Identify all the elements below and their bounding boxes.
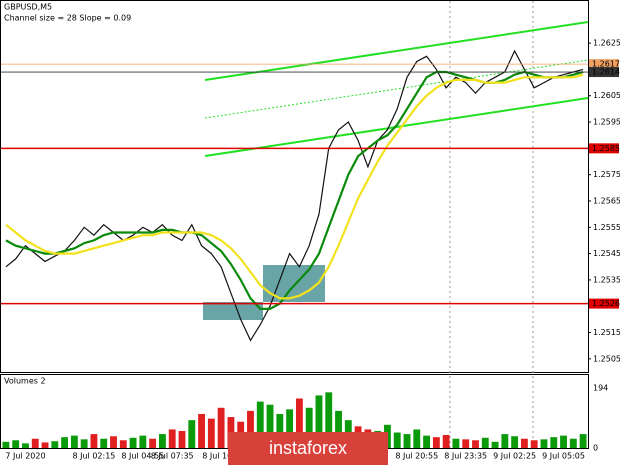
x-tick-label: 9 Jul 02:25 [493, 452, 536, 461]
volume-bar [41, 442, 49, 448]
volume-bar [31, 438, 39, 448]
volume-bar [452, 438, 460, 448]
volume-bar [491, 441, 499, 448]
y-tick-label: 1.2605 [593, 91, 620, 100]
volume-tick-label: 0 [593, 444, 598, 453]
volume-bar [247, 410, 254, 448]
volume-bar [295, 398, 303, 448]
y-tick-label: 1.2575 [593, 170, 620, 179]
volume-bar [530, 440, 538, 448]
y-tick-label: 1.2555 [593, 223, 620, 232]
x-tick-label: 9 Jul 05:05 [542, 452, 585, 461]
volume-bar [335, 410, 342, 448]
series-line [5, 73, 584, 300]
channel-upper [204, 21, 589, 81]
volume-bar [168, 429, 176, 448]
y-tick-label: 1.2535 [593, 275, 620, 284]
volume-bar [511, 436, 519, 448]
level-tag [589, 298, 619, 309]
volume-bar [198, 413, 205, 448]
volume-bar [540, 439, 548, 448]
volume-bar [159, 434, 166, 448]
volume-bar [70, 435, 78, 448]
volume-bar [579, 434, 587, 448]
x-tick-label: 8 Jul 10:1 [202, 452, 240, 461]
volume-bar [80, 439, 88, 448]
volume-bar [256, 401, 264, 448]
y-tick-label: 1.2595 [593, 118, 620, 127]
x-tick-label: 8 Jul 07:35 [151, 452, 194, 461]
watermark-box [228, 432, 388, 465]
volume-bar [462, 439, 470, 448]
x-tick-label: 7 Jul 2020 [5, 452, 45, 461]
volume-bar [393, 432, 401, 448]
price-panel [0, 0, 589, 373]
volume-bar [110, 436, 117, 448]
x-tick-label: 8 Jul 02:15 [72, 452, 115, 461]
y-tick-label: 1.2565 [593, 196, 620, 205]
volume-bar [276, 413, 284, 448]
volume-bar [90, 434, 98, 448]
volume-bar [423, 435, 430, 448]
volume-bar [51, 441, 59, 448]
x-tick-label: 8 Jul 04:55 [121, 452, 164, 461]
volume-bar [119, 440, 127, 448]
volume-bar [178, 430, 186, 448]
volume-bar [501, 434, 509, 448]
y-tick-label: 1.2625 [593, 39, 620, 48]
volume-bar [520, 438, 528, 448]
volume-bar [100, 438, 108, 448]
x-tick-label: 8 Jul 23:35 [444, 452, 487, 461]
zone-box [203, 302, 263, 320]
volume-bar [22, 443, 29, 448]
volume-bar [139, 435, 147, 448]
level-label: 1.2614 [592, 68, 620, 77]
volume-bar [442, 435, 450, 448]
x-tick-label: 8 Jul 20:55 [395, 452, 438, 461]
volume-bar [217, 407, 225, 448]
volume-bar [472, 440, 479, 448]
y-tick-label: 1.2545 [593, 249, 620, 258]
volume-bar [12, 440, 20, 448]
channel-middle [204, 59, 589, 119]
volume-bar [432, 437, 440, 448]
volume-bar [129, 437, 137, 448]
volume-bar [550, 437, 558, 448]
volume-title: Volumes 2 [4, 377, 46, 386]
volume-bar [403, 434, 411, 448]
volume-bar [315, 395, 323, 448]
volume-tick-label: 194 [593, 384, 608, 393]
volume-bar [481, 437, 489, 448]
volume-bar [286, 409, 294, 448]
volume-bar [325, 392, 333, 448]
level-label: 1.2617 [592, 60, 620, 69]
level-label: 1.2585 [592, 144, 620, 153]
volume-bar [188, 420, 196, 448]
volume-bar [569, 438, 577, 448]
volume-bar [2, 441, 10, 448]
level-tag [589, 59, 619, 70]
level-tag [589, 143, 619, 154]
volume-bar [149, 438, 157, 448]
volume-bar [305, 407, 313, 448]
volume-bar [560, 435, 567, 448]
volume-bar [61, 437, 69, 448]
y-tick-label: 1.2505 [593, 354, 620, 363]
level-label: 1.2526 [592, 299, 620, 308]
volume-bar [413, 429, 421, 448]
watermark: instaforex [269, 438, 347, 458]
volume-bar [266, 404, 274, 448]
y-tick-label: 1.2515 [593, 328, 620, 337]
chart-title: GBPUSD,M5 [4, 3, 52, 12]
level-tag [589, 67, 619, 78]
volume-bar [207, 418, 215, 448]
chart-subtitle: Channel size = 28 Slope = 0.09 [4, 14, 131, 23]
